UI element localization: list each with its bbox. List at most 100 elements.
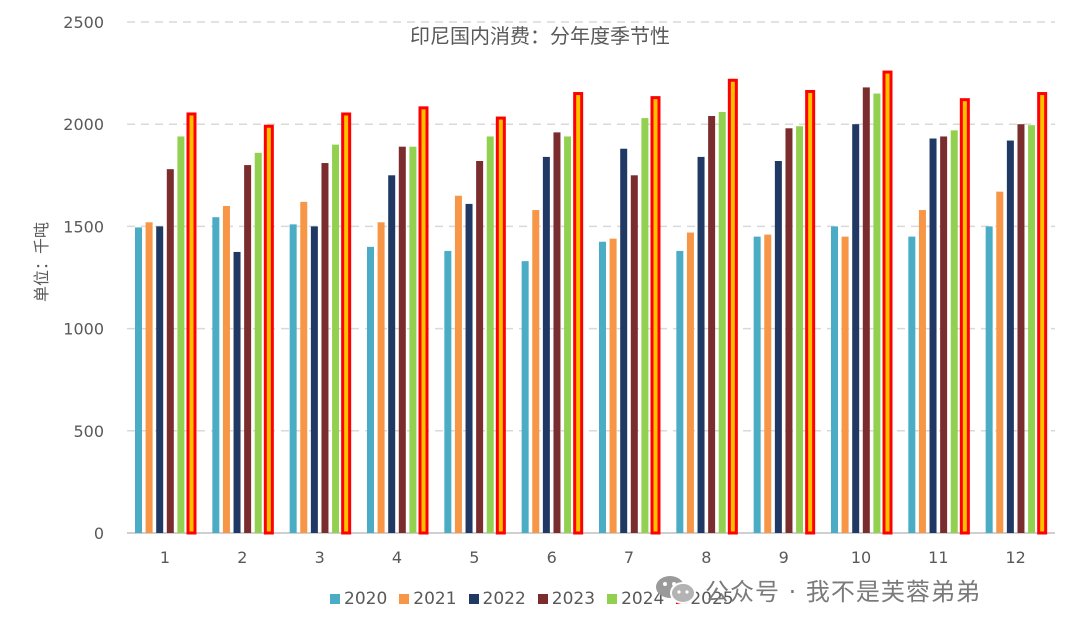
x-tick-label: 6	[547, 548, 557, 567]
bar-2023	[398, 146, 406, 533]
bar-2021	[300, 201, 308, 533]
bar-2021	[918, 210, 926, 533]
bar-2021	[222, 205, 230, 533]
bar-2022	[852, 124, 860, 533]
legend-item-2023: 2023	[537, 589, 596, 609]
x-tick-label: 5	[469, 548, 479, 567]
bar-2021	[609, 238, 617, 533]
bar-2025	[418, 106, 429, 535]
watermark: 公众号 · 我不是芙蓉弟弟	[655, 572, 981, 607]
legend-label: 2023	[551, 589, 596, 609]
bar-2023	[940, 136, 948, 534]
x-tick-label: 12	[1005, 548, 1025, 567]
bar-2020	[753, 236, 761, 533]
bar-2020	[289, 224, 297, 533]
y-tick-label: 2000	[63, 115, 104, 134]
bar-2020	[985, 226, 993, 533]
bar-2022	[388, 175, 396, 534]
x-tick-label: 4	[392, 548, 402, 567]
bar-2022	[233, 251, 241, 533]
bar-2022	[929, 138, 937, 533]
bar-2023	[476, 160, 484, 533]
bar-2025	[882, 70, 893, 535]
bar-2023	[1017, 124, 1025, 533]
bar-2020	[444, 250, 452, 534]
x-tick-label: 2	[237, 548, 247, 567]
legend-swatch	[468, 594, 479, 604]
y-tick-label: 1000	[63, 320, 104, 339]
bar-2024	[796, 126, 804, 533]
bar-2020	[599, 241, 606, 534]
x-tick-label: 1	[160, 548, 170, 567]
legend-label: 2024	[621, 589, 665, 609]
bar-2025	[495, 116, 506, 535]
bar-2023	[553, 132, 561, 533]
legend-swatch	[399, 594, 410, 604]
bar-2021	[996, 191, 1004, 534]
x-tick-label: 8	[701, 548, 711, 567]
bar-2025	[263, 124, 274, 535]
bar-2024	[950, 130, 958, 533]
bar-2022	[774, 160, 782, 533]
bar-2020	[521, 261, 529, 533]
bar-2023	[630, 175, 638, 534]
bar-2022	[542, 156, 550, 534]
bar-2025	[650, 96, 661, 535]
y-tick-label: 2500	[63, 13, 104, 32]
legend-item-2020: 2020	[330, 589, 387, 609]
bar-2021	[145, 222, 153, 533]
bar-2020	[135, 227, 142, 533]
bar-2024	[641, 118, 649, 534]
legend-item-2021: 2021	[399, 589, 457, 609]
bar-2023	[244, 165, 252, 533]
watermark-text: 公众号 · 我不是芙蓉弟弟	[705, 578, 981, 606]
legend: 2020 2021 2022 2023 2024 2025	[330, 588, 746, 610]
legend-item-2022: 2022	[468, 589, 526, 609]
bar-2022	[697, 156, 705, 534]
bar-2020	[908, 236, 916, 533]
x-tick-label: 11	[928, 548, 948, 567]
bar-2025	[186, 112, 197, 535]
bar-2022	[620, 148, 628, 533]
bar-2023	[166, 169, 174, 533]
bar-2024	[1028, 125, 1036, 534]
bar-2024	[873, 93, 881, 533]
wechat-icon	[655, 574, 697, 606]
legend-label: 2022	[482, 589, 526, 609]
bar-2024	[486, 136, 494, 534]
bar-2025	[573, 92, 584, 535]
bar-2024	[177, 136, 185, 534]
bar-2025	[341, 112, 352, 535]
bar-2022	[310, 226, 318, 533]
bar-2025	[727, 78, 738, 535]
bar-2021	[532, 210, 540, 533]
bar-2024	[332, 144, 340, 533]
legend-label: 2021	[413, 589, 457, 609]
legend-swatch	[537, 594, 548, 604]
bar-2024	[254, 152, 262, 534]
bar-2021	[686, 232, 694, 534]
bar-2021	[841, 236, 849, 533]
bar-2020	[367, 246, 374, 533]
x-tick-label: 9	[779, 548, 789, 567]
bar-2024	[718, 111, 726, 533]
bar-2021	[454, 195, 462, 534]
y-tick-label: 500	[73, 422, 104, 441]
bar-2024	[564, 136, 572, 534]
bar-2024	[409, 146, 417, 533]
y-tick-label: 0	[94, 524, 104, 543]
legend-label: 2020	[344, 589, 388, 609]
bar-2025	[1037, 92, 1048, 535]
bar-2020	[831, 226, 838, 533]
bar-2023	[321, 163, 329, 533]
bar-2025	[805, 89, 816, 535]
bar-2023	[785, 128, 793, 533]
legend-item-2024: 2024	[607, 589, 664, 609]
bar-2021	[377, 222, 385, 533]
bar-2025	[959, 98, 970, 535]
bar-2023	[708, 116, 716, 534]
legend-swatch	[330, 594, 340, 604]
x-tick-label: 3	[315, 548, 325, 567]
